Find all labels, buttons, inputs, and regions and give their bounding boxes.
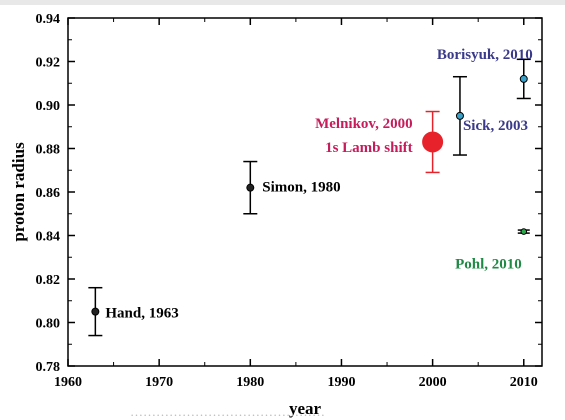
x-tick-label: 1960 bbox=[54, 375, 82, 390]
data-point: Melnikov, 2000 1s Lamb shift bbox=[315, 110, 444, 174]
x-tick-label: 1970 bbox=[145, 375, 173, 390]
y-tick-label: 0.80 bbox=[36, 317, 61, 332]
data-marker bbox=[422, 131, 444, 153]
x-tick-label: 1980 bbox=[236, 375, 264, 390]
y-tick-label: 0.84 bbox=[36, 230, 61, 245]
data-marker bbox=[520, 228, 528, 235]
y-axis-title: proton radius bbox=[9, 142, 28, 242]
point-label: Sick, 2003 bbox=[463, 118, 528, 134]
x-axis-ticks: 1960 1970 1980 1990 2000 2010 bbox=[54, 18, 538, 390]
point-label: Melnikov, 2000 bbox=[315, 116, 413, 132]
x-tick-label: 1990 bbox=[327, 375, 355, 390]
point-label: Pohl, 2010 bbox=[455, 257, 522, 273]
y-tick-label: 0.86 bbox=[36, 186, 61, 201]
y-tick-label: 0.78 bbox=[36, 360, 61, 375]
y-tick-label: 0.82 bbox=[36, 273, 61, 288]
point-label: Borisyuk, 2010 bbox=[437, 47, 533, 63]
data-point: Hand, 1963 bbox=[88, 286, 179, 337]
point-label-line2: 1s Lamb shift bbox=[325, 140, 413, 156]
data-point: Sick, 2003 bbox=[452, 75, 528, 156]
cut-off-caption: ……………………………………… bbox=[130, 404, 325, 419]
data-marker bbox=[455, 111, 464, 120]
data-marker bbox=[519, 74, 528, 83]
data-marks: Hand, 1963 Simon, 1980 Melnikov, 2000 1s La… bbox=[88, 47, 533, 337]
y-tick-label: 0.88 bbox=[36, 143, 61, 158]
y-tick-label: 0.94 bbox=[36, 12, 61, 27]
point-label: Hand, 1963 bbox=[105, 306, 178, 322]
data-marker bbox=[91, 307, 100, 316]
point-label: Simon, 1980 bbox=[262, 180, 340, 196]
data-point: Borisyuk, 2010 bbox=[437, 47, 533, 100]
y-axis-ticks: 0.78 0.80 0.82 0.84 0.86 0.88 0.90 0.92 0.94 bbox=[36, 12, 542, 375]
data-marker bbox=[246, 183, 255, 192]
y-tick-label: 0.92 bbox=[36, 56, 61, 71]
x-axis-title: year bbox=[289, 399, 322, 418]
x-tick-label: 2000 bbox=[419, 375, 447, 390]
data-point: Pohl, 2010 bbox=[455, 228, 530, 273]
x-tick-label: 2010 bbox=[510, 375, 538, 390]
data-point: Simon, 1980 bbox=[243, 160, 341, 215]
top-strip bbox=[0, 0, 565, 5]
y-tick-label: 0.90 bbox=[36, 99, 61, 114]
